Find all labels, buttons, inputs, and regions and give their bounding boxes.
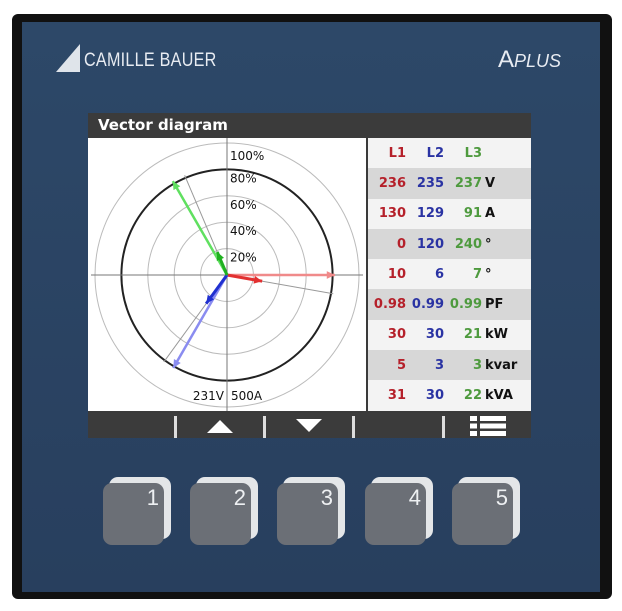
- cell-l1: 5: [396, 357, 406, 373]
- voltage-vector-l1-head: [326, 271, 335, 279]
- cell-l2: 235: [416, 175, 444, 191]
- current-vector-l3-head: [216, 252, 225, 261]
- table-header: L1 L2 L3: [368, 138, 531, 168]
- list-icon: [470, 415, 506, 436]
- cell-l1: 0: [396, 236, 406, 252]
- voltage-vector-l2-head: [173, 359, 181, 369]
- cell-l3: 91: [463, 206, 482, 222]
- ring-label: 60%: [230, 198, 257, 212]
- softkey-divider: [174, 416, 177, 438]
- ring-label: 40%: [230, 224, 257, 238]
- unit-label: PF: [485, 297, 504, 313]
- model-name: APLUS: [498, 46, 561, 74]
- table-row: 30 30 21 kW: [368, 320, 531, 350]
- key-number: 2: [233, 485, 246, 510]
- cell-l3: 3: [472, 357, 482, 373]
- cell-l2: 30: [425, 327, 444, 343]
- cell-l1: 0.98: [373, 297, 406, 313]
- unit-label: °: [485, 266, 492, 282]
- unit-label: V: [485, 175, 496, 191]
- softkey-down[interactable]: [266, 413, 352, 438]
- key-face: [190, 483, 251, 545]
- cell-l1: 31: [387, 388, 406, 404]
- cell-l2: 0.99: [411, 297, 444, 313]
- voltage-scale-label: 231V: [193, 389, 225, 403]
- key-number: 4: [408, 485, 421, 510]
- key-face: [103, 483, 164, 545]
- softkey-divider: [442, 416, 445, 438]
- logo-triangle-icon: [56, 44, 80, 72]
- key-number: 1: [146, 485, 159, 510]
- ring-label: 80%: [230, 171, 257, 185]
- table-row: 5 3 3 kvar: [368, 350, 531, 381]
- measurement-table: L1 L2 L3 236 235 237 V 130 129 91 A 0 120 240 ° 10 6 7…: [368, 138, 531, 411]
- model-letter: A: [498, 46, 515, 73]
- cell-l1: 30: [387, 327, 406, 343]
- softkey-bar: [88, 413, 531, 438]
- unit-label: kvar: [485, 357, 518, 373]
- cell-l3: 0.99: [449, 297, 482, 313]
- softkey-menu[interactable]: [445, 413, 531, 438]
- key-number: 5: [495, 485, 508, 510]
- unit-label: A: [485, 206, 496, 222]
- unit-label: °: [485, 236, 492, 252]
- current-vector-l2-head: [206, 294, 215, 304]
- current-scale-label: 500A: [231, 389, 263, 403]
- down-arrow-icon: [296, 418, 322, 432]
- table-row: 130 129 91 A: [368, 199, 531, 229]
- header-l3: L3: [464, 145, 482, 161]
- vector-diagram-svg: 100% 80% 60% 40% 20% 231V 500A: [91, 131, 363, 411]
- logo-text: CAMILLE BAUER: [84, 50, 217, 71]
- table-row: 31 30 22 kVA: [368, 380, 531, 410]
- cell-l2: 6: [434, 266, 444, 282]
- cell-l3: 240: [454, 236, 482, 252]
- ring-label: 20%: [230, 251, 257, 265]
- cell-l2: 120: [416, 236, 444, 252]
- vector-diagram: 100% 80% 60% 40% 20% 231V 500A: [88, 131, 366, 411]
- table-row: 0.98 0.99 0.99 PF: [368, 289, 531, 320]
- cell-l2: 129: [416, 206, 444, 222]
- up-arrow-icon: [207, 419, 233, 433]
- table-row: 0 120 240 °: [368, 228, 531, 260]
- key-1[interactable]: 1: [103, 477, 171, 545]
- cell-l3: 22: [463, 388, 482, 404]
- cell-l2: 30: [425, 388, 444, 404]
- cell-l2: 3: [434, 357, 444, 373]
- display-screen: Vector diagram 100% 80% 60% 40% 20% 231V 500A …: [88, 113, 531, 438]
- softkey-divider: [352, 416, 355, 438]
- key-face: [277, 483, 338, 545]
- softkey-up[interactable]: [177, 413, 263, 438]
- key-2[interactable]: 2: [190, 477, 258, 545]
- ring-label: 100%: [230, 149, 264, 163]
- softkey-divider: [263, 416, 266, 438]
- header-l1: L1: [388, 145, 406, 161]
- unit-label: kVA: [485, 388, 513, 404]
- key-face: [365, 483, 426, 545]
- cell-l1: 10: [387, 266, 406, 282]
- voltage-vector-l2: [172, 274, 229, 369]
- cell-l1: 236: [378, 175, 406, 191]
- key-5[interactable]: 5: [452, 477, 520, 545]
- cell-l3: 7: [472, 266, 482, 282]
- voltage-vector-l3-head: [172, 181, 181, 191]
- current-vector-l1-head: [253, 275, 263, 284]
- cell-l1: 130: [378, 206, 406, 222]
- key-number: 3: [320, 485, 333, 510]
- cell-l3: 21: [463, 327, 482, 343]
- cell-l3: 237: [454, 175, 482, 191]
- screen-title: Vector diagram: [88, 113, 531, 138]
- brand-logo: CAMILLE BAUER: [56, 44, 240, 72]
- voltage-vector-l3: [171, 180, 229, 276]
- unit-label: kW: [485, 327, 508, 343]
- table-row: 10 6 7 °: [368, 259, 531, 289]
- key-4[interactable]: 4: [365, 477, 433, 545]
- table-row: 236 235 237 V: [368, 168, 531, 199]
- key-face: [452, 483, 513, 545]
- model-suffix: PLUS: [514, 51, 562, 71]
- header-l2: L2: [426, 145, 444, 161]
- key-3[interactable]: 3: [277, 477, 345, 545]
